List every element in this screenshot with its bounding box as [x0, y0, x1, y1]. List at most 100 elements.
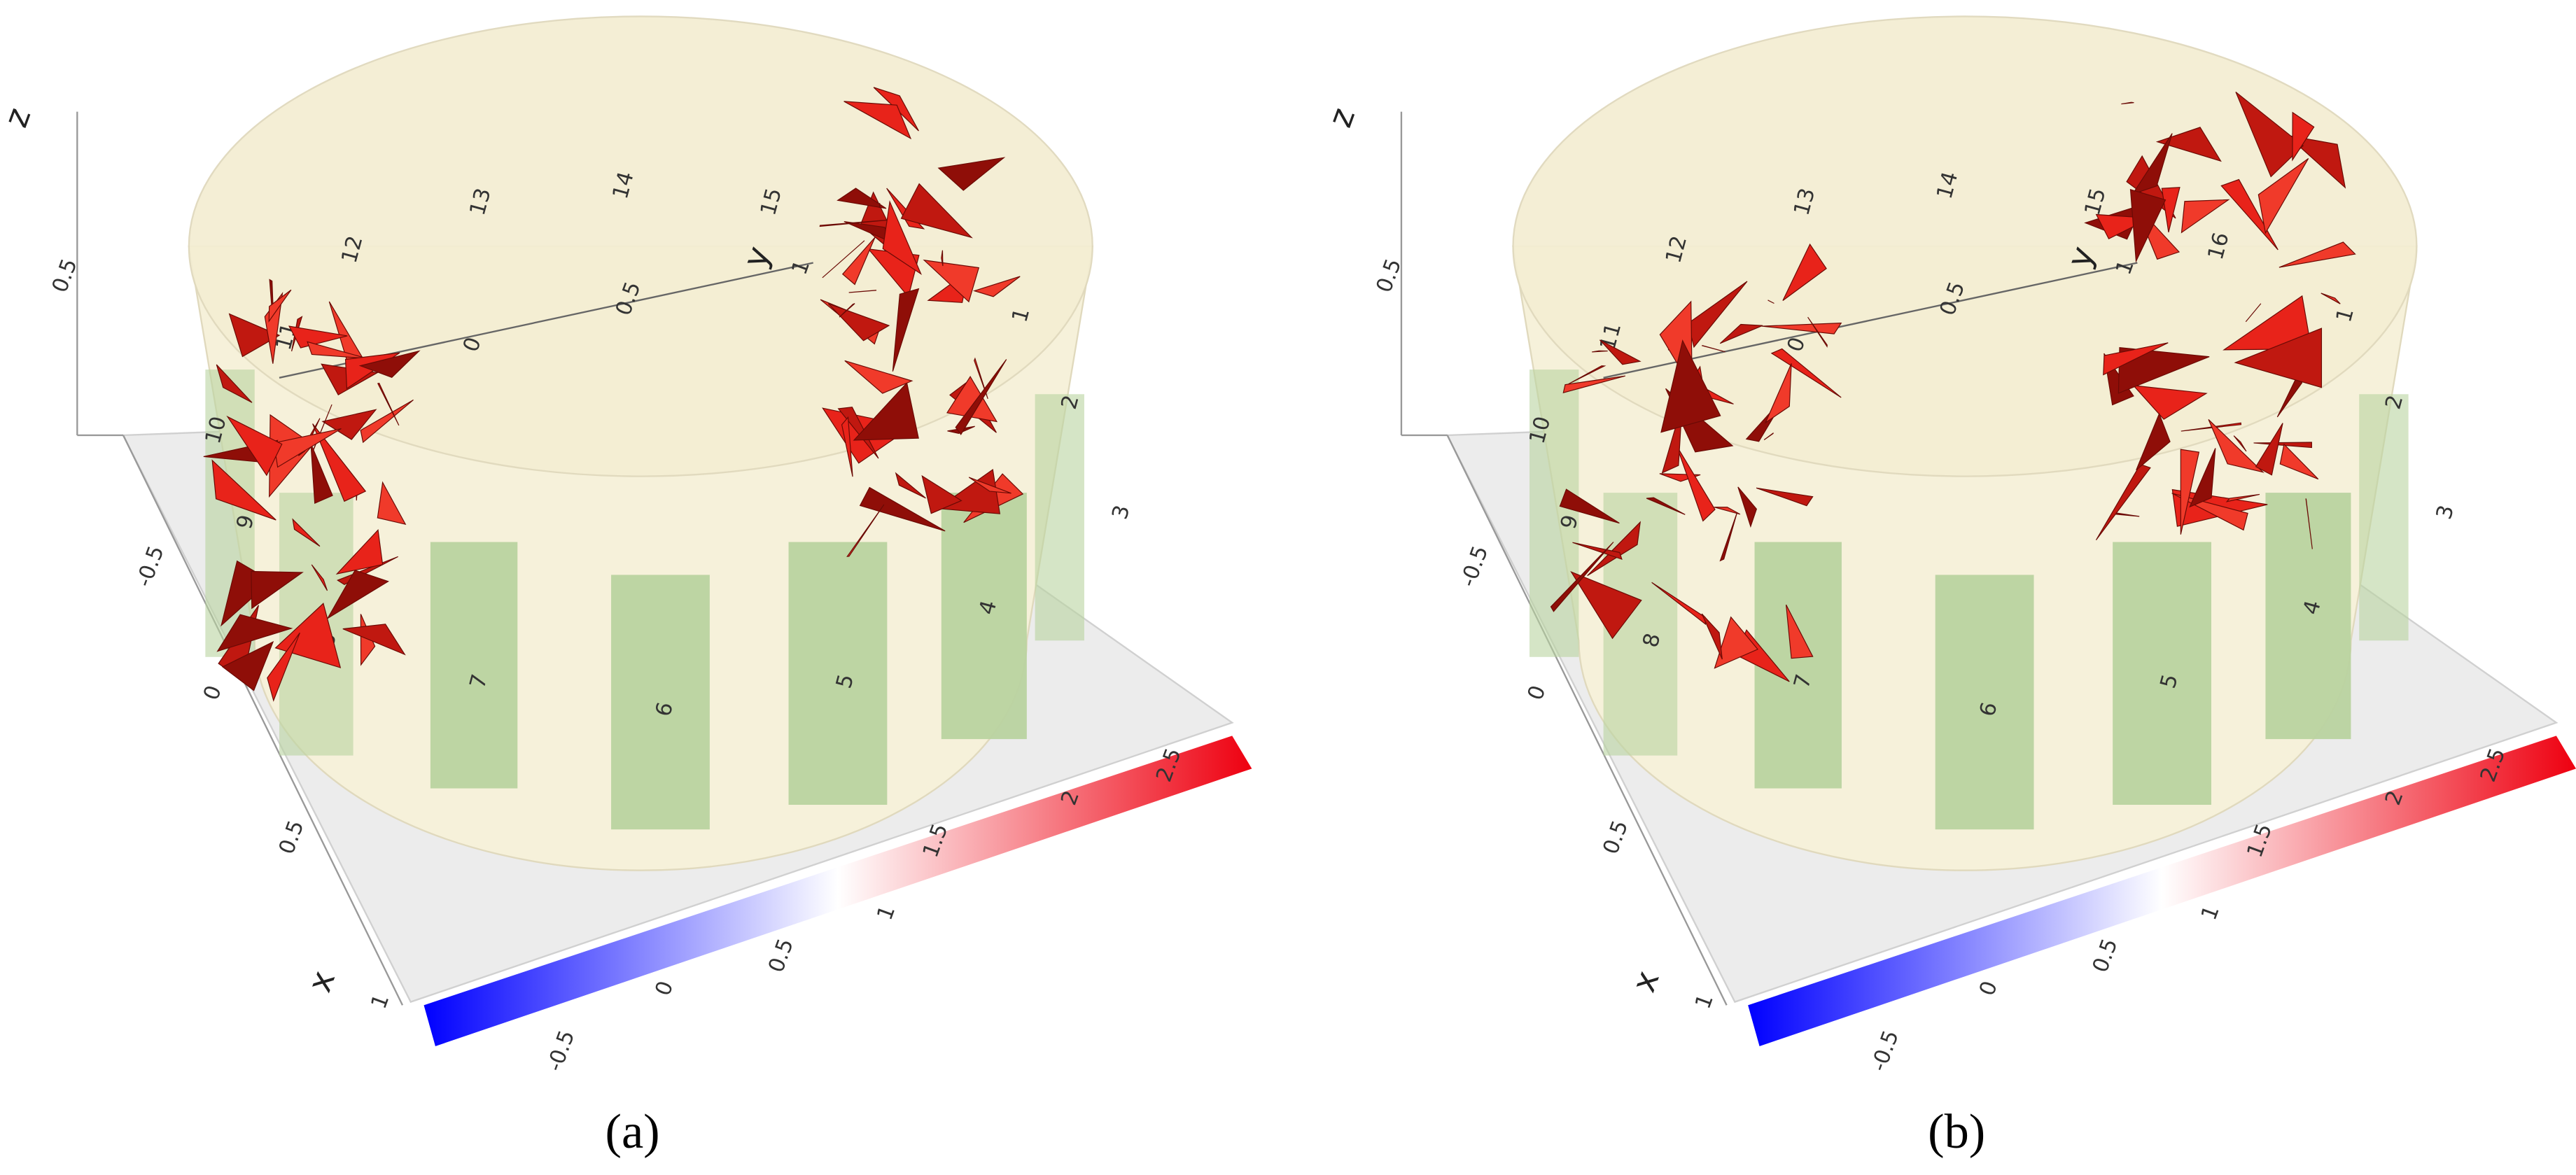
inclusion-facet: [307, 341, 367, 359]
x-tick-label: -0.5: [132, 542, 169, 590]
inclusion-facet: [882, 200, 923, 276]
inclusion-facet: [2278, 241, 2356, 268]
inclusion-facet: [1756, 487, 1814, 507]
inclusion-facet: [1570, 570, 1642, 640]
inclusion-facet: [1719, 323, 1763, 344]
inclusion-facet: [2234, 328, 2323, 388]
inclusion-facet: [312, 423, 367, 502]
inclusion-facet: [2255, 423, 2283, 476]
inclusion-facet: [937, 157, 1006, 191]
x-tick-label: 0: [1523, 682, 1551, 703]
inclusion-facet: [941, 250, 944, 267]
inclusion-facet: [2155, 127, 2222, 162]
inclusion-facet: [1782, 243, 1827, 301]
electrode-patch: [1530, 370, 1579, 657]
inclusion-facet: [1572, 542, 1623, 561]
inclusion-facet: [841, 416, 853, 477]
electrode-label: 3: [1108, 502, 1135, 522]
inclusion-facet: [2136, 412, 2171, 471]
electrode-patch: [611, 575, 710, 830]
inclusion-facet: [1714, 507, 1741, 515]
inclusion-facet: [2132, 385, 2208, 420]
inclusion-facet: [946, 376, 998, 423]
inclusion-facet: [2161, 187, 2180, 232]
inclusion-facet: [895, 472, 926, 499]
inclusion-facet: [216, 364, 253, 403]
inclusion-facet: [221, 640, 274, 691]
inclusion-facet: [2171, 493, 2248, 531]
inclusion-facet: [358, 350, 421, 379]
inclusion-facet: [2286, 134, 2346, 189]
colorbar-tick-label: -0.5: [1867, 1027, 1904, 1075]
inclusion-facet: [1807, 316, 1828, 348]
inclusion-facet: [2121, 101, 2134, 105]
inclusion-facet: [1719, 512, 1737, 562]
inclusion-facet: [2180, 422, 2242, 432]
inclusion-facet: [1559, 488, 1620, 524]
panel: zx0.5-0.500.51-0.500.511.522.5y00.511234…: [1321, 15, 2576, 1159]
inclusion-facet: [2233, 435, 2247, 452]
inclusion-facet: [2189, 448, 2216, 508]
x-tick-label: 1: [1690, 991, 1718, 1012]
inclusion-facet: [311, 564, 328, 591]
inclusion-facet: [288, 325, 348, 349]
x-tick-label: 0.5: [1599, 817, 1633, 858]
inclusion-facet: [972, 276, 1021, 297]
inclusion-facet: [2095, 463, 2151, 541]
inclusion-facet: [844, 360, 913, 394]
inclusion-facet: [292, 518, 321, 547]
colorbar-tick-label: 0: [1975, 978, 2003, 999]
inclusion-facet: [268, 289, 292, 323]
inclusion-facet: [844, 101, 912, 140]
inclusion-facet: [267, 632, 300, 702]
cylinder-top: [188, 15, 1093, 477]
x-tick-label: 1: [367, 991, 395, 1012]
colorbar-tick-label: -0.5: [542, 1027, 580, 1075]
electrode-patch: [2265, 493, 2351, 740]
inclusion-facet: [2253, 442, 2312, 449]
inclusion-facet: [2180, 449, 2200, 535]
inclusion-facet: [2292, 111, 2315, 162]
colorbar: [1748, 736, 2576, 1046]
inclusion-facet: [819, 219, 890, 227]
inclusion-facet: [310, 443, 333, 504]
inclusion-facet: [921, 474, 962, 514]
inclusion-facet: [2320, 293, 2341, 304]
inclusion-facet: [335, 529, 384, 575]
inclusion-facet: [846, 504, 885, 557]
inclusion-facet: [1568, 365, 1606, 385]
inclusion-facet: [2208, 418, 2264, 473]
inclusion-facet: [853, 381, 919, 441]
inclusion-facet: [848, 290, 877, 293]
panel: zx0.5-0.500.51-0.500.511.522.5y00.511234…: [0, 15, 1252, 1159]
inclusion-facet: [360, 399, 414, 444]
inclusion-facet: [1701, 613, 1723, 660]
inclusion-facet: [226, 415, 283, 477]
inclusion-facet: [1714, 616, 1758, 669]
inclusion-facet: [1770, 348, 1842, 398]
inclusion-facet: [1737, 486, 1758, 528]
inclusion-facet: [886, 188, 925, 230]
inclusion-facet: [2180, 199, 2230, 234]
colorbar-tick-label: 0.5: [764, 936, 798, 976]
inclusion-facet: [2129, 189, 2166, 263]
inclusion-facet: [839, 303, 855, 318]
inclusion-facet: [923, 259, 980, 303]
panel-label: (a): [606, 1104, 660, 1159]
x-tick-label: -0.5: [1456, 542, 1493, 590]
colorbar-tick-label: 0.5: [2088, 936, 2122, 976]
inclusion-facet: [955, 359, 1007, 435]
cylinder-top: [1512, 15, 2418, 477]
inclusion-facet: [1761, 323, 1842, 335]
inclusion-facet: [1763, 432, 1774, 440]
inclusion-facet: [859, 486, 946, 532]
x-axis-label: x: [300, 966, 343, 997]
inclusion-facet: [2118, 346, 2210, 394]
inclusion-facet: [892, 288, 920, 372]
electrode-label: 3: [2432, 502, 2459, 522]
colorbar-tick-label: 1: [873, 902, 901, 923]
electrode-patch: [941, 493, 1027, 740]
inclusion-facet: [228, 313, 281, 358]
x-axis: [122, 435, 404, 1006]
inclusion-facet: [1676, 445, 1716, 522]
